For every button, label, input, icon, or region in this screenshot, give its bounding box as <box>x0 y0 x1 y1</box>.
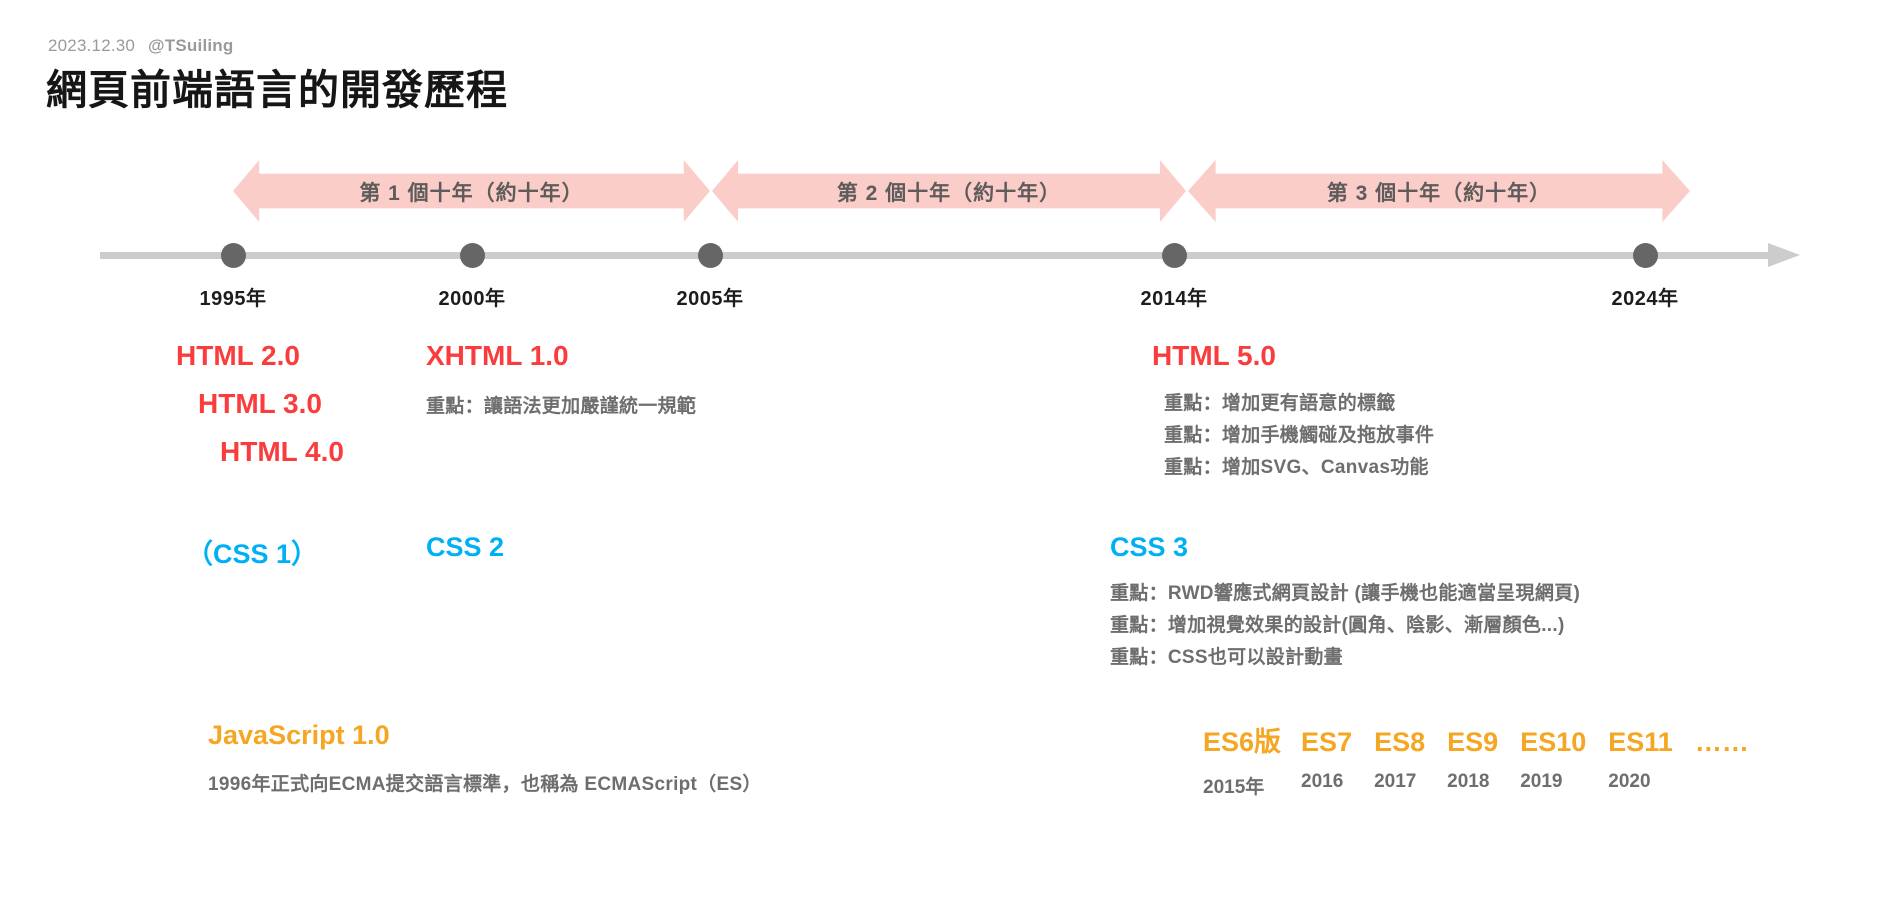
es-version-es6-name: ES6版 <box>1203 727 1282 757</box>
es-version-es6: ES6版 2015年 <box>1203 720 1281 799</box>
es-version-es7-name: ES7 <box>1301 727 1353 757</box>
timeline-label-2005: 2005年 <box>676 288 744 310</box>
html-2-0-label: HTML 2.0 <box>176 340 300 371</box>
byline-author: @TSuiling <box>148 36 234 55</box>
byline-date: 2023.12.30 <box>48 36 136 55</box>
es-version-es10-year: 2019 <box>1520 771 1563 792</box>
es-version-es10: ES10 2019 <box>1520 727 1586 793</box>
timeline-dot-1995 <box>221 243 246 268</box>
timeline-dot-2000 <box>460 243 485 268</box>
timeline-dot-2005 <box>698 243 723 268</box>
es-version-es6-year: 2015年 <box>1203 777 1265 798</box>
timeline-axis-line <box>100 252 1772 259</box>
es-version-more-name: …… <box>1694 727 1749 757</box>
javascript-group: JavaScript 1.0 1996年正式向ECMA提交語言標準，也稱為 EC… <box>208 720 762 796</box>
timeline-label-2000: 2000年 <box>438 288 506 310</box>
decade-arrow-3: 第 3 個十年（約十年） <box>1188 160 1690 222</box>
css3-bullet-3: 重點：CSS也可以設計動畫 <box>1110 647 1343 668</box>
decade-arrow-3-label: 第 3 個十年（約十年） <box>1326 182 1552 205</box>
css1-group: （CSS 1） <box>186 532 318 571</box>
css-1-label: （CSS 1） <box>186 539 319 569</box>
timeline-label-2014: 2014年 <box>1140 288 1208 310</box>
css3-bullet-2: 重點：增加視覺效果的設計(圓角、陰影、漸層顏色...) <box>1110 615 1565 636</box>
es-version-es8-name: ES8 <box>1374 727 1426 757</box>
html5-group: HTML 5.0 重點：增加更有語意的標籤 重點：增加手機觸碰及拖放事件 重點：… <box>1152 340 1434 484</box>
timeline-dot-2014 <box>1162 243 1187 268</box>
es-version-es9: ES9 2018 <box>1447 727 1498 793</box>
es-version-es11-name: ES11 <box>1608 727 1673 757</box>
es-version-es11-year: 2020 <box>1608 771 1651 792</box>
timeline-dot-2024 <box>1633 243 1658 268</box>
timeline-axis-arrowhead-icon <box>1768 243 1800 267</box>
html-early-versions-group: HTML 2.0 HTML 3.0 HTML 4.0 <box>176 340 344 468</box>
es-version-es7: ES7 2016 <box>1301 727 1352 793</box>
html5-bullet-2: 重點：增加手機觸碰及拖放事件 <box>1164 425 1435 446</box>
xhtml-1-0-title: XHTML 1.0 <box>426 340 569 371</box>
decade-arrow-1-label: 第 1 個十年（約十年） <box>359 182 584 205</box>
html5-bullet-3: 重點：增加SVG、Canvas功能 <box>1164 457 1429 478</box>
es-version-es9-year: 2018 <box>1447 771 1490 792</box>
css-2-label: CSS 2 <box>426 532 505 562</box>
html5-bullet-1: 重點：增加更有語意的標籤 <box>1164 393 1396 414</box>
html-3-0-label: HTML 3.0 <box>198 388 322 419</box>
timeline-label-1995: 1995年 <box>199 288 267 310</box>
es-version-es10-name: ES10 <box>1520 727 1587 757</box>
decade-arrow-2-label: 第 2 個十年（約十年） <box>836 182 1062 205</box>
javascript-1-0-note: 1996年正式向ECMA提交語言標準，也稱為 ECMAScript（ES） <box>208 774 762 795</box>
es-version-es7-year: 2016 <box>1301 771 1344 792</box>
css3-group: CSS 3 重點：RWD響應式網頁設計 (讓手機也能適當呈現網頁) 重點：增加視… <box>1110 532 1580 674</box>
es-version-es8: ES8 2017 <box>1374 727 1425 793</box>
decade-band: 第 1 個十年（約十年） 第 2 個十年（約十年） 第 3 個十年（約十年） <box>0 160 1900 222</box>
page-title: 網頁前端語言的開發歷程 <box>46 67 508 113</box>
timeline-label-2024: 2024年 <box>1611 288 1679 310</box>
es-version-es9-name: ES9 <box>1447 727 1499 757</box>
html-5-0-title: HTML 5.0 <box>1152 340 1276 371</box>
css-3-title: CSS 3 <box>1110 532 1189 562</box>
xhtml-1-0-note: 重點：讓語法更加嚴謹統一規範 <box>426 396 697 417</box>
css2-group: CSS 2 <box>426 532 504 563</box>
byline: 2023.12.30 @TSuiling <box>48 36 233 56</box>
html-4-0-label: HTML 4.0 <box>220 436 344 467</box>
es-version-es8-year: 2017 <box>1374 771 1417 792</box>
decade-arrow-1: 第 1 個十年（約十年） <box>233 160 710 222</box>
javascript-1-0-title: JavaScript 1.0 <box>208 720 390 750</box>
css3-bullet-1: 重點：RWD響應式網頁設計 (讓手機也能適當呈現網頁) <box>1110 583 1581 604</box>
es-versions-row: ES6版 2015年 ES7 2016 ES8 2017 ES9 2018 ES… <box>1203 720 1749 799</box>
decade-arrow-2: 第 2 個十年（約十年） <box>712 160 1186 222</box>
es-version-es11: ES11 2020 <box>1608 727 1673 793</box>
xhtml-group: XHTML 1.0 重點：讓語法更加嚴謹統一規範 <box>426 340 696 418</box>
es-versions-group: ES6版 2015年 ES7 2016 ES8 2017 ES9 2018 ES… <box>1203 720 1749 799</box>
es-version-more: …… <box>1695 727 1749 758</box>
